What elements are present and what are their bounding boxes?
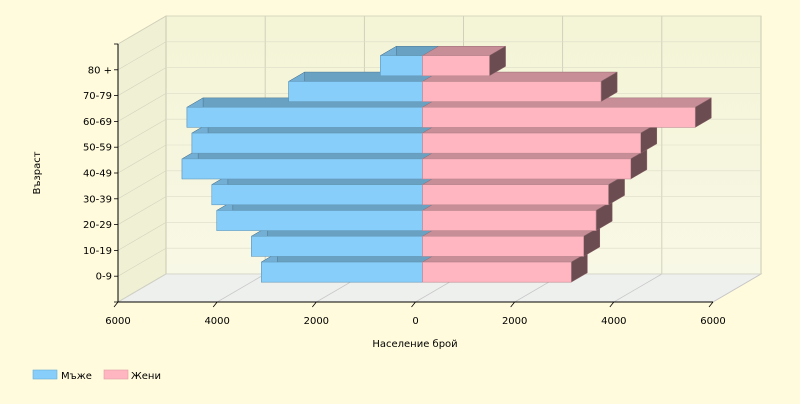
legend-label-male: Мъже bbox=[61, 371, 92, 382]
left-wall-gridline bbox=[117, 170, 167, 200]
y-tick-label: 50-59 bbox=[83, 143, 112, 154]
bar-male-2 bbox=[215, 200, 440, 232]
bar-female-0 bbox=[421, 252, 589, 283]
y-tick-label: 80 + bbox=[88, 65, 112, 76]
x-tick-label: 4000 bbox=[601, 316, 626, 327]
bar-female-6 bbox=[421, 97, 713, 128]
x-tick-label: 2000 bbox=[304, 316, 329, 327]
bar-male-4 bbox=[181, 149, 440, 180]
legend-swatch-female bbox=[103, 369, 129, 380]
bar-male-7 bbox=[287, 71, 440, 103]
bar-female-4 bbox=[421, 149, 648, 180]
y-tick-label: 0-9 bbox=[96, 272, 112, 283]
x-tick-label: 6000 bbox=[105, 316, 130, 327]
floor-gridline bbox=[613, 273, 663, 303]
bar-female-5 bbox=[421, 123, 658, 154]
bar-male-3 bbox=[210, 174, 440, 206]
x-tick bbox=[113, 301, 119, 308]
chart-bars bbox=[181, 45, 713, 283]
x-tick bbox=[212, 301, 218, 308]
left-wall-gridline bbox=[117, 15, 167, 45]
chart-legend: Мъже Жени bbox=[32, 369, 161, 382]
bar-male-5 bbox=[191, 123, 440, 154]
y-tick-label: 60-69 bbox=[83, 117, 112, 128]
left-wall-gridline bbox=[117, 247, 167, 277]
bar-female-7 bbox=[421, 71, 619, 103]
x-tick-label: 0 bbox=[412, 316, 418, 327]
legend-label-female: Жени bbox=[131, 371, 161, 382]
left-wall-gridline bbox=[117, 67, 167, 96]
floor-gridline bbox=[712, 273, 762, 303]
left-wall-gridline bbox=[117, 144, 167, 174]
bar-female-2 bbox=[421, 200, 614, 232]
bar-male-8 bbox=[379, 45, 440, 77]
floor-gridline bbox=[216, 273, 266, 303]
bar-female-8 bbox=[421, 45, 507, 77]
x-tick bbox=[708, 301, 714, 308]
x-tick bbox=[411, 301, 416, 308]
bar-male-1 bbox=[250, 226, 440, 257]
y-tick-label: 10-19 bbox=[83, 246, 112, 257]
left-wall-gridline bbox=[117, 118, 167, 148]
left-wall-gridline bbox=[117, 196, 167, 225]
legend-swatch-male bbox=[32, 369, 58, 380]
y-tick-label: 30-39 bbox=[83, 194, 112, 205]
x-tick-label: 2000 bbox=[502, 316, 527, 327]
y-tick-label: 70-79 bbox=[83, 91, 112, 102]
x-tick bbox=[609, 301, 615, 308]
chart-axes: 0-9 10-19 20-29 30-39 40-49 50-59 60-69 70-79 80… bbox=[83, 43, 726, 327]
x-tick bbox=[312, 301, 317, 308]
x-tick bbox=[510, 301, 515, 308]
left-wall-gridline bbox=[117, 222, 167, 251]
left-wall-gridline bbox=[117, 41, 167, 71]
x-tick-label: 6000 bbox=[700, 316, 725, 327]
bar-male-6 bbox=[186, 97, 440, 128]
bar-female-3 bbox=[421, 174, 626, 206]
bar-female-1 bbox=[421, 226, 601, 257]
x-tick-label: 4000 bbox=[204, 316, 229, 327]
bar-male-0 bbox=[260, 252, 440, 283]
y-tick-label: 40-49 bbox=[83, 169, 112, 180]
left-wall-gridline bbox=[117, 273, 167, 303]
y-tick-label: 20-29 bbox=[83, 220, 112, 231]
left-wall-gridline bbox=[117, 93, 167, 122]
y-axis-title: Възраст bbox=[32, 151, 43, 194]
x-axis-title: Население брой bbox=[372, 339, 457, 350]
